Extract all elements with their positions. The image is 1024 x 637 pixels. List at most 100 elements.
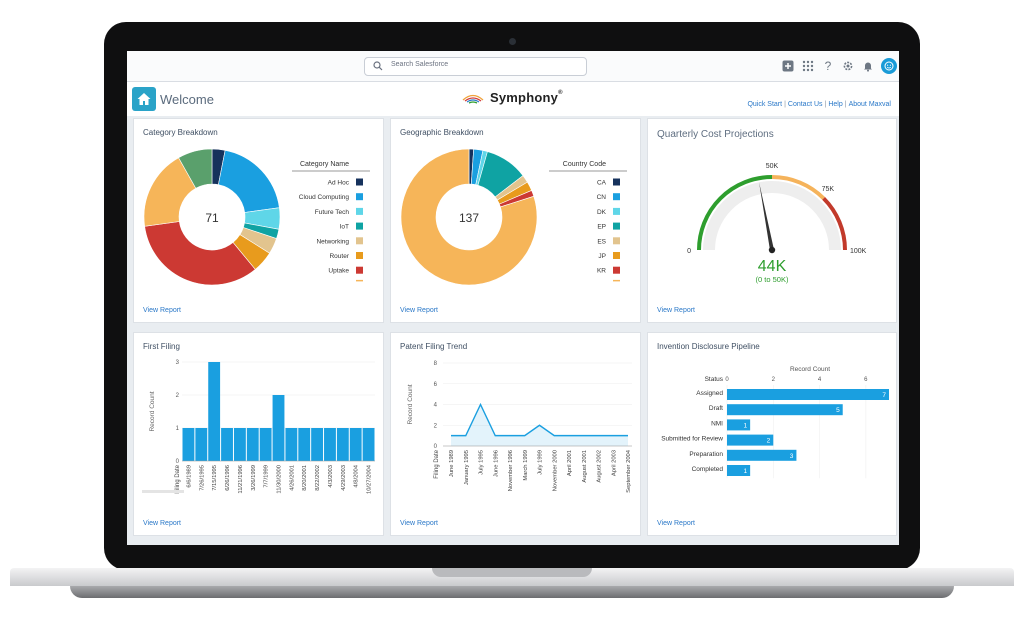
donut-center-label: 137: [459, 211, 479, 225]
view-report-link[interactable]: View Report: [657, 307, 696, 314]
bar: [182, 428, 195, 461]
symphony-logo: Symphony®: [462, 90, 563, 105]
invention-disclosure-chart: Record Count 0 2 4 6 Status Assigned 7 Draft 5 NMI…: [661, 366, 889, 479]
bar-value-label: 1: [744, 468, 748, 475]
camera-icon: [509, 38, 516, 45]
x-tick-label: 10/27/2004: [367, 464, 373, 494]
gear-icon[interactable]: [841, 59, 855, 73]
first-filing-chart: 0 1 2 3 Record Count Filing Date 6/6/1989 7/26/…: [142, 360, 375, 494]
x-tick-label: 6/26/1996: [225, 465, 231, 491]
y-tick-label: 0: [434, 444, 438, 450]
gauge-tick-label: 100K: [850, 248, 867, 255]
quick-start-link[interactable]: Quick Start: [747, 101, 783, 108]
quarterly-cost-gauge: 0 50K 75K 100K 44K(0 to 50K): [687, 163, 867, 284]
x-tick-label: 7/7/1999: [264, 465, 270, 488]
legend-label: Router: [329, 253, 349, 260]
bar: [324, 428, 336, 461]
gauge-band: [822, 196, 847, 251]
x-tick-label: 6: [864, 377, 868, 383]
view-report-link[interactable]: View Report: [400, 520, 439, 527]
bar-value-label: 2: [767, 438, 771, 445]
x-tick-label: 3/26/1999: [251, 465, 257, 491]
bar: [298, 428, 311, 461]
contact-us-link[interactable]: Contact Us: [787, 101, 823, 108]
header-icon-bar: ?: [781, 58, 897, 74]
x-tick-label: 4/29/2003: [341, 465, 347, 491]
legend-label: CN: [597, 194, 607, 201]
y-tick-label: Submitted for Review: [661, 436, 723, 443]
gauge-range-label: (0 to 50K): [756, 275, 789, 284]
legend-swatch: [356, 207, 363, 215]
y-tick-label: 2: [176, 393, 180, 399]
y-tick-label: Preparation: [689, 451, 723, 458]
y-tick-label: Draft: [709, 405, 723, 412]
help-link[interactable]: Help: [828, 101, 843, 108]
link-separator: |: [824, 101, 827, 108]
first-filing-card: First Filing 0 1 2 3 Record Count Filing Date…: [133, 332, 384, 536]
bar: [349, 428, 362, 461]
card-title: Invention Disclosure Pipeline: [657, 342, 760, 351]
series-line: [451, 402, 628, 437]
legend-label: IoT: [340, 224, 349, 231]
bar: [727, 434, 774, 446]
legend-swatch: [613, 237, 620, 245]
card-title: First Filing: [143, 342, 180, 351]
bar: [336, 428, 349, 461]
user-avatar-icon[interactable]: [881, 58, 897, 74]
x-tick-label: November 2000: [552, 450, 558, 491]
legend-swatch: [356, 178, 363, 186]
about-maxval-link[interactable]: About Maxval: [848, 101, 891, 108]
pie-slice: [218, 149, 280, 213]
pie-slice: [400, 148, 538, 286]
x-tick-label: 4/26/2001: [289, 465, 295, 491]
x-tick-label: June 1996: [493, 450, 499, 477]
pie-slice: [178, 148, 213, 189]
legend-swatch: [356, 252, 363, 259]
bar: [727, 449, 797, 461]
x-tick-label: 4: [818, 377, 822, 383]
app-grid-icon[interactable]: [801, 59, 815, 73]
gauge-tick-label: 50K: [766, 163, 779, 170]
laptop-base-notch: [432, 568, 592, 577]
view-report-link[interactable]: View Report: [657, 520, 696, 527]
x-axis-title: Filing Date: [434, 449, 440, 478]
x-tick-label: November 1996: [508, 450, 514, 491]
category-breakdown-card: Category Breakdown 71 Category Name Ad Hoc…: [133, 118, 384, 323]
bar: [221, 428, 233, 461]
bar-value-label: 1: [744, 422, 748, 429]
y-axis-title: Status: [705, 376, 724, 383]
x-tick-label: 7/26/1995: [199, 465, 205, 491]
bar: [727, 389, 889, 400]
view-report-link[interactable]: View Report: [143, 307, 182, 314]
legend-more-indicator: [613, 279, 620, 282]
view-report-link[interactable]: View Report: [143, 520, 182, 527]
bar: [208, 362, 221, 461]
gauge-track: [703, 181, 841, 251]
invention-disclosure-card: Invention Disclosure Pipeline Record Cou…: [647, 332, 897, 536]
laptop-base-top: [10, 568, 1014, 586]
legend-label: Uptake: [328, 268, 349, 275]
legend-label: Cloud Computing: [299, 194, 350, 201]
bell-icon[interactable]: [861, 59, 875, 73]
x-tick-label: 11/30/2000: [277, 465, 283, 494]
x-tick-label: January 1995: [464, 450, 470, 485]
x-tick-label: July 1999: [538, 450, 544, 475]
gauge-band: [771, 175, 826, 200]
search-input[interactable]: Search Salesforce: [364, 57, 587, 76]
home-button[interactable]: [132, 87, 156, 111]
x-tick-label: 8/20/2001: [302, 465, 308, 491]
plus-icon[interactable]: [781, 59, 795, 73]
bar: [727, 419, 751, 431]
legend-title: Category Name: [300, 161, 349, 168]
x-axis-title: Record Count: [790, 366, 830, 373]
app-screen: Search Salesforce ? Welcome: [127, 51, 899, 545]
bar: [727, 404, 843, 416]
x-axis-title: Filing Date: [175, 464, 181, 493]
gauge-value-label: 44K: [758, 258, 787, 275]
help-icon[interactable]: ?: [824, 59, 832, 73]
view-report-link[interactable]: View Report: [400, 307, 439, 314]
legend-label: DK: [597, 209, 607, 216]
link-separator: |: [784, 101, 786, 108]
patent-filing-trend-chart: 0 2 4 6 8 Record Count Filing Date June 1989 Jan…: [407, 361, 632, 493]
legend-label: Networking: [316, 238, 349, 245]
